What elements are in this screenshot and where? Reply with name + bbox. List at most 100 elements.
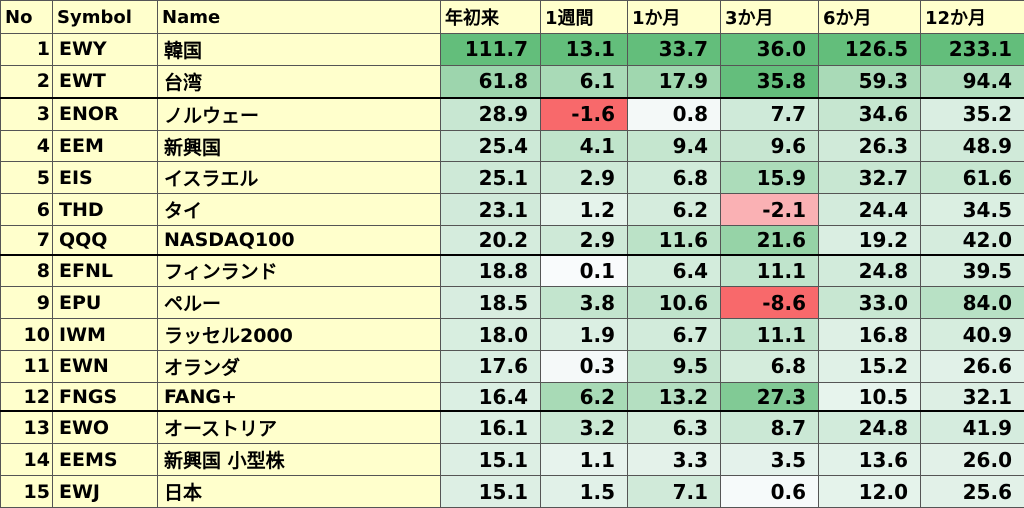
symbol-cell: EFNL xyxy=(52,254,158,288)
row-number: 12 xyxy=(0,381,53,413)
return-cell: 8.7 xyxy=(720,410,819,445)
return-cell: 3.5 xyxy=(720,443,819,477)
return-cell: 1.9 xyxy=(540,318,628,352)
return-cell: 61.8 xyxy=(440,64,541,99)
return-cell: 1.1 xyxy=(540,443,628,477)
return-cell: 39.5 xyxy=(920,254,1024,288)
return-cell: 26.0 xyxy=(920,443,1024,477)
return-cell: 16.4 xyxy=(440,381,541,413)
return-cell: 9.5 xyxy=(627,350,721,383)
column-header: 3か月 xyxy=(720,0,819,34)
return-cell: 3.3 xyxy=(627,443,721,477)
return-cell: 2.9 xyxy=(540,225,628,256)
name-cell: オランダ xyxy=(157,350,441,383)
table-row: 4 EEM 新興国 25.4 4.1 9.4 9.6 26.3 48.9 xyxy=(0,129,1024,163)
return-cell: -2.1 xyxy=(720,193,819,227)
table-row: 7 QQQ NASDAQ100 20.2 2.9 11.6 21.6 19.2 42.0 xyxy=(0,225,1024,256)
symbol-cell: EIS xyxy=(52,161,158,195)
return-cell: 11.1 xyxy=(720,318,819,352)
return-cell: 17.6 xyxy=(440,350,541,383)
return-cell: 2.9 xyxy=(540,161,628,195)
return-cell: 24.8 xyxy=(818,410,921,445)
return-cell: 10.6 xyxy=(627,286,721,320)
name-cell: イスラエル xyxy=(157,161,441,195)
column-header: 年初来 xyxy=(440,0,541,34)
table-row: 13 EWO オーストリア 16.1 3.2 6.3 8.7 24.8 41.9 xyxy=(0,410,1024,445)
return-cell: 15.2 xyxy=(818,350,921,383)
return-cell: -1.6 xyxy=(540,97,628,131)
return-cell: 34.6 xyxy=(818,97,921,131)
return-cell: 36.0 xyxy=(720,33,819,66)
table-row: 12 FNGS FANG+ 16.4 6.2 13.2 27.3 10.5 32.1 xyxy=(0,381,1024,413)
return-cell: 233.1 xyxy=(920,33,1024,66)
return-cell: 24.8 xyxy=(818,254,921,288)
name-cell: フィンランド xyxy=(157,254,441,288)
return-cell: 4.1 xyxy=(540,129,628,163)
return-cell: 0.1 xyxy=(540,254,628,288)
return-cell: 20.2 xyxy=(440,225,541,256)
return-cell: 15.9 xyxy=(720,161,819,195)
symbol-cell: ENOR xyxy=(52,97,158,131)
return-cell: 7.1 xyxy=(627,475,721,508)
row-number: 8 xyxy=(0,254,53,288)
return-cell: 6.8 xyxy=(627,161,721,195)
name-cell: オーストリア xyxy=(157,410,441,445)
return-cell: 6.4 xyxy=(627,254,721,288)
symbol-cell: FNGS xyxy=(52,381,158,413)
symbol-cell: EWN xyxy=(52,350,158,383)
row-number: 4 xyxy=(0,129,53,163)
header-row: No Symbol Name 年初来 1週間 1か月 3か月 6か月 12か月 xyxy=(0,0,1024,34)
name-cell: タイ xyxy=(157,193,441,227)
symbol-cell: EEM xyxy=(52,129,158,163)
column-header: 1か月 xyxy=(627,0,721,34)
return-cell: 35.8 xyxy=(720,64,819,99)
row-number: 2 xyxy=(0,64,53,99)
return-cell: 25.6 xyxy=(920,475,1024,508)
return-cell: 0.3 xyxy=(540,350,628,383)
column-header: Symbol xyxy=(52,0,158,34)
return-cell: 6.7 xyxy=(627,318,721,352)
symbol-cell: EWO xyxy=(52,410,158,445)
row-number: 10 xyxy=(0,318,53,352)
row-number: 7 xyxy=(0,225,53,256)
row-number: 14 xyxy=(0,443,53,477)
return-cell: 1.2 xyxy=(540,193,628,227)
return-cell: 21.6 xyxy=(720,225,819,256)
return-cell: 25.1 xyxy=(440,161,541,195)
return-cell: 0.8 xyxy=(627,97,721,131)
return-cell: 26.3 xyxy=(818,129,921,163)
return-cell: 16.1 xyxy=(440,410,541,445)
name-cell: 日本 xyxy=(157,475,441,508)
return-cell: 35.2 xyxy=(920,97,1024,131)
table-row: 10 IWM ラッセル2000 18.0 1.9 6.7 11.1 16.8 40.9 xyxy=(0,318,1024,352)
return-cell: 59.3 xyxy=(818,64,921,99)
return-cell: 84.0 xyxy=(920,286,1024,320)
name-cell: 韓国 xyxy=(157,33,441,66)
column-header: Name xyxy=(157,0,441,34)
column-header: 1週間 xyxy=(540,0,628,34)
symbol-cell: EWT xyxy=(52,64,158,99)
return-cell: 12.0 xyxy=(818,475,921,508)
return-cell: 33.0 xyxy=(818,286,921,320)
table-row: 6 THD タイ 23.1 1.2 6.2 -2.1 24.4 34.5 xyxy=(0,193,1024,227)
return-cell: 111.7 xyxy=(440,33,541,66)
return-cell: 18.5 xyxy=(440,286,541,320)
name-cell: FANG+ xyxy=(157,381,441,413)
return-cell: 16.8 xyxy=(818,318,921,352)
return-cell: 11.1 xyxy=(720,254,819,288)
table-row: 3 ENOR ノルウェー 28.9 -1.6 0.8 7.7 34.6 35.2 xyxy=(0,97,1024,131)
symbol-cell: IWM xyxy=(52,318,158,352)
column-header: No xyxy=(0,0,53,34)
return-cell: 9.4 xyxy=(627,129,721,163)
return-cell: 13.2 xyxy=(627,381,721,413)
return-cell: 18.0 xyxy=(440,318,541,352)
table-row: 1 EWY 韓国 111.7 13.1 33.7 36.0 126.5 233.1 xyxy=(0,33,1024,66)
table-body: 1 EWY 韓国 111.7 13.1 33.7 36.0 126.5 233.1 2 EWT 台湾 6… xyxy=(0,33,1024,508)
table-row: 15 EWJ 日本 15.1 1.5 7.1 0.6 12.0 25.6 xyxy=(0,475,1024,508)
symbol-cell: EEMS xyxy=(52,443,158,477)
return-cell: 94.4 xyxy=(920,64,1024,99)
return-cell: 25.4 xyxy=(440,129,541,163)
return-cell: 11.6 xyxy=(627,225,721,256)
return-cell: 6.2 xyxy=(627,193,721,227)
